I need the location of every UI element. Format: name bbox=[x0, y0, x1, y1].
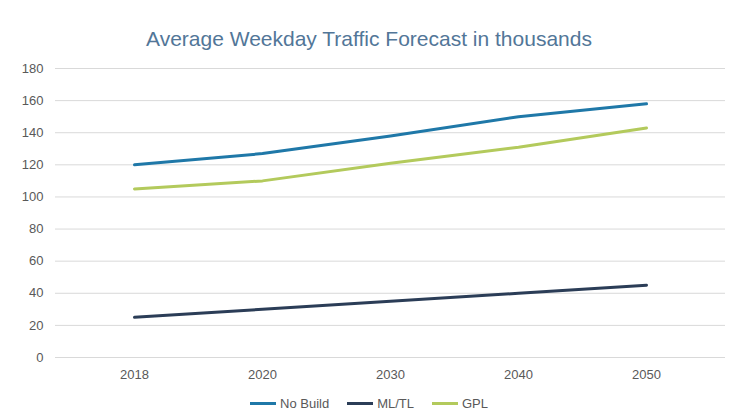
svg-text:60: 60 bbox=[29, 253, 43, 268]
html-text:Average Weekday Traffic Foreca: Average Weekday Traffic Forecast in thou… bbox=[146, 27, 592, 50]
svg-text:2018: 2018 bbox=[120, 367, 149, 382]
svg-text:140: 140 bbox=[22, 125, 44, 140]
svg-text:2030: 2030 bbox=[376, 367, 405, 382]
html-text:GPL: GPL bbox=[462, 396, 488, 411]
svg-text:2020: 2020 bbox=[248, 367, 277, 382]
svg-text:2050: 2050 bbox=[632, 367, 661, 382]
svg-text:100: 100 bbox=[22, 189, 44, 204]
svg-text:20: 20 bbox=[29, 318, 43, 333]
html-text:No Build: No Build bbox=[280, 396, 330, 411]
svg-text:160: 160 bbox=[22, 93, 44, 108]
svg-text:120: 120 bbox=[22, 157, 44, 172]
svg-text:0: 0 bbox=[36, 350, 43, 365]
html-text:ML/TL: ML/TL bbox=[377, 396, 414, 411]
svg-text:180: 180 bbox=[22, 61, 44, 76]
svg-text:40: 40 bbox=[29, 285, 43, 300]
svg-text:80: 80 bbox=[29, 221, 43, 236]
svg-text:2040: 2040 bbox=[504, 367, 533, 382]
